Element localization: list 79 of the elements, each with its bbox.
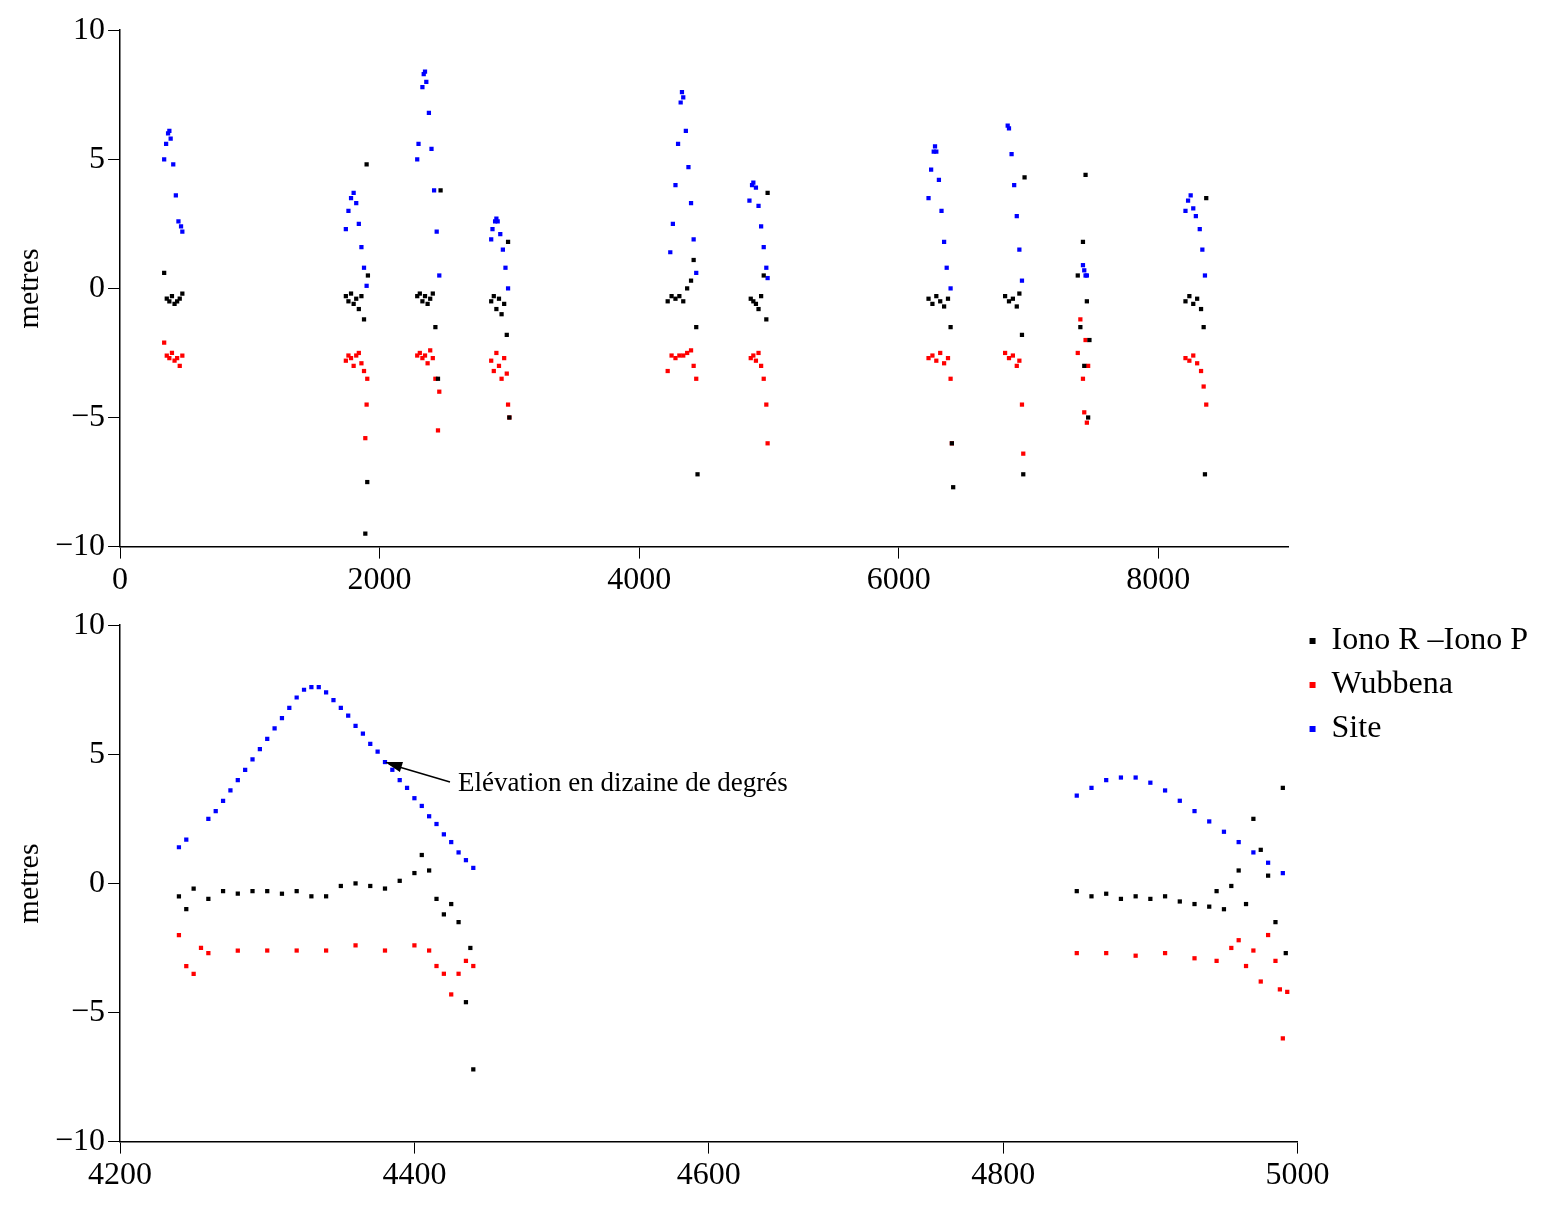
x-tick-label: 4000 <box>607 560 672 597</box>
point <box>294 695 299 700</box>
point <box>228 788 233 793</box>
y-tick-label: −5 <box>71 396 106 433</box>
x-tick-label: 5000 <box>1265 1155 1330 1192</box>
point <box>449 992 454 997</box>
point <box>412 796 417 801</box>
point <box>1251 816 1256 821</box>
point <box>235 948 240 953</box>
legend-label: Site <box>1331 708 1382 745</box>
point <box>265 948 270 953</box>
annotation: Elévation en dizaine de degrés <box>457 767 788 798</box>
point <box>309 894 314 899</box>
y-axis-title: metres <box>10 843 44 924</box>
point <box>1236 868 1241 873</box>
point <box>250 889 255 894</box>
point <box>427 948 432 953</box>
point <box>1074 793 1079 798</box>
point <box>1089 785 1094 790</box>
point <box>272 726 277 731</box>
x-tick-label: 8000 <box>1126 560 1191 597</box>
point <box>331 697 336 703</box>
x-tick-label: 4800 <box>971 1155 1036 1192</box>
point <box>427 868 432 873</box>
legend-label: Iono R –Iono P <box>1331 620 1528 657</box>
point <box>309 685 314 690</box>
y-tick-label: 10 <box>73 9 106 46</box>
point <box>434 963 439 969</box>
point <box>1177 899 1182 904</box>
point <box>346 713 351 718</box>
point <box>1207 819 1212 824</box>
point <box>250 757 255 762</box>
point <box>1251 850 1256 855</box>
x-tick-label: 0 <box>112 560 129 597</box>
point <box>353 723 358 729</box>
legend-label: Wubbena <box>1331 664 1453 701</box>
x-tick-label: 4600 <box>676 1155 741 1192</box>
point <box>191 886 196 891</box>
point <box>294 948 299 953</box>
y-tick-label: 5 <box>89 138 106 175</box>
point <box>1133 775 1138 780</box>
point <box>1214 889 1219 894</box>
point <box>1162 788 1168 793</box>
point <box>382 886 388 891</box>
point <box>1273 920 1278 925</box>
x-tick-label: 4400 <box>382 1155 447 1192</box>
y-tick-label: 10 <box>73 604 106 641</box>
point <box>412 870 417 876</box>
x-tick-label: 4200 <box>88 1155 153 1192</box>
point <box>1192 956 1197 961</box>
y-tick-label: −10 <box>55 526 106 563</box>
y-tick-label: −5 <box>71 991 106 1028</box>
point <box>441 912 446 917</box>
x-tick-label: 2000 <box>347 560 412 597</box>
y-tick-label: −10 <box>55 1121 106 1158</box>
point <box>456 920 461 925</box>
point <box>1273 958 1278 963</box>
point <box>434 821 439 827</box>
point <box>1118 775 1124 780</box>
point <box>456 971 461 976</box>
point <box>353 943 358 948</box>
point <box>456 850 461 855</box>
y-tick-label: 0 <box>89 267 106 304</box>
point <box>184 837 189 842</box>
point <box>1214 958 1219 963</box>
point <box>382 948 388 953</box>
x-tick-label: 6000 <box>866 560 931 597</box>
point <box>1192 901 1197 907</box>
point <box>1089 894 1094 899</box>
point <box>353 881 358 886</box>
point <box>1258 979 1263 984</box>
point <box>1192 808 1197 814</box>
y-axis-title: metres <box>10 248 44 329</box>
y-tick-label: 0 <box>89 862 106 899</box>
y-tick-label: 5 <box>89 733 106 770</box>
point <box>434 896 439 902</box>
point <box>412 943 417 948</box>
point <box>323 948 329 953</box>
point <box>1251 948 1256 953</box>
